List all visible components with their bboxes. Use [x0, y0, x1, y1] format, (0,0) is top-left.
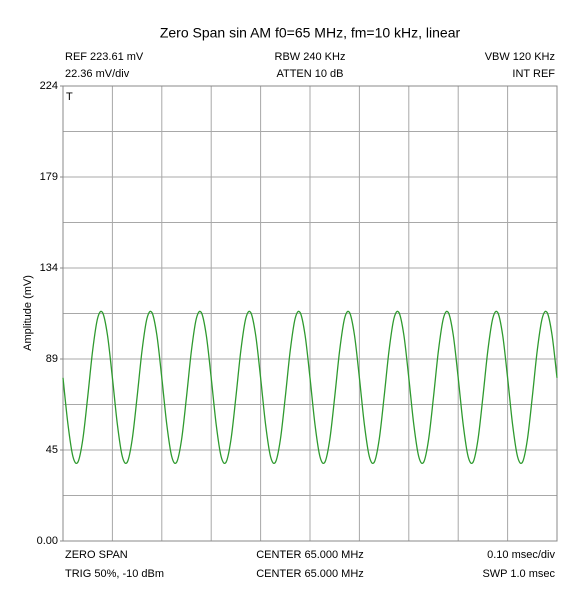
y-tick-label: 45 [46, 444, 58, 456]
footer-text: ZERO SPAN [65, 549, 128, 561]
y-tick-label: 89 [46, 353, 58, 365]
footer-text: TRIG 50%, -10 dBm [65, 568, 164, 580]
header-text: REF 223.61 mV [65, 51, 144, 63]
trace-line [62, 310, 558, 465]
trace-marker: T [66, 91, 73, 103]
chart-title: Zero Span sin AM f0=65 MHz, fm=10 kHz, l… [160, 25, 461, 41]
y-axis-label: Amplitude (mV) [22, 275, 34, 351]
header-text: ATTEN 10 dB [276, 68, 343, 80]
y-tick-label: 224 [40, 80, 58, 92]
header-text: VBW 120 KHz [485, 51, 555, 63]
plot-frame [62, 85, 558, 542]
header-text: INT REF [512, 68, 555, 80]
footer-text: SWP 1.0 msec [482, 568, 555, 580]
header-text: RBW 240 KHz [275, 51, 346, 63]
footer-text: 0.10 msec/div [487, 549, 555, 561]
y-tick-label: 179 [40, 171, 58, 183]
y-tick-label: 0.00 [37, 535, 58, 547]
footer-text: CENTER 65.000 MHz [256, 549, 364, 561]
footer-text: CENTER 65.000 MHz [256, 568, 364, 580]
header-text: 22.36 mV/div [65, 68, 130, 80]
y-tick-label: 134 [40, 262, 58, 274]
